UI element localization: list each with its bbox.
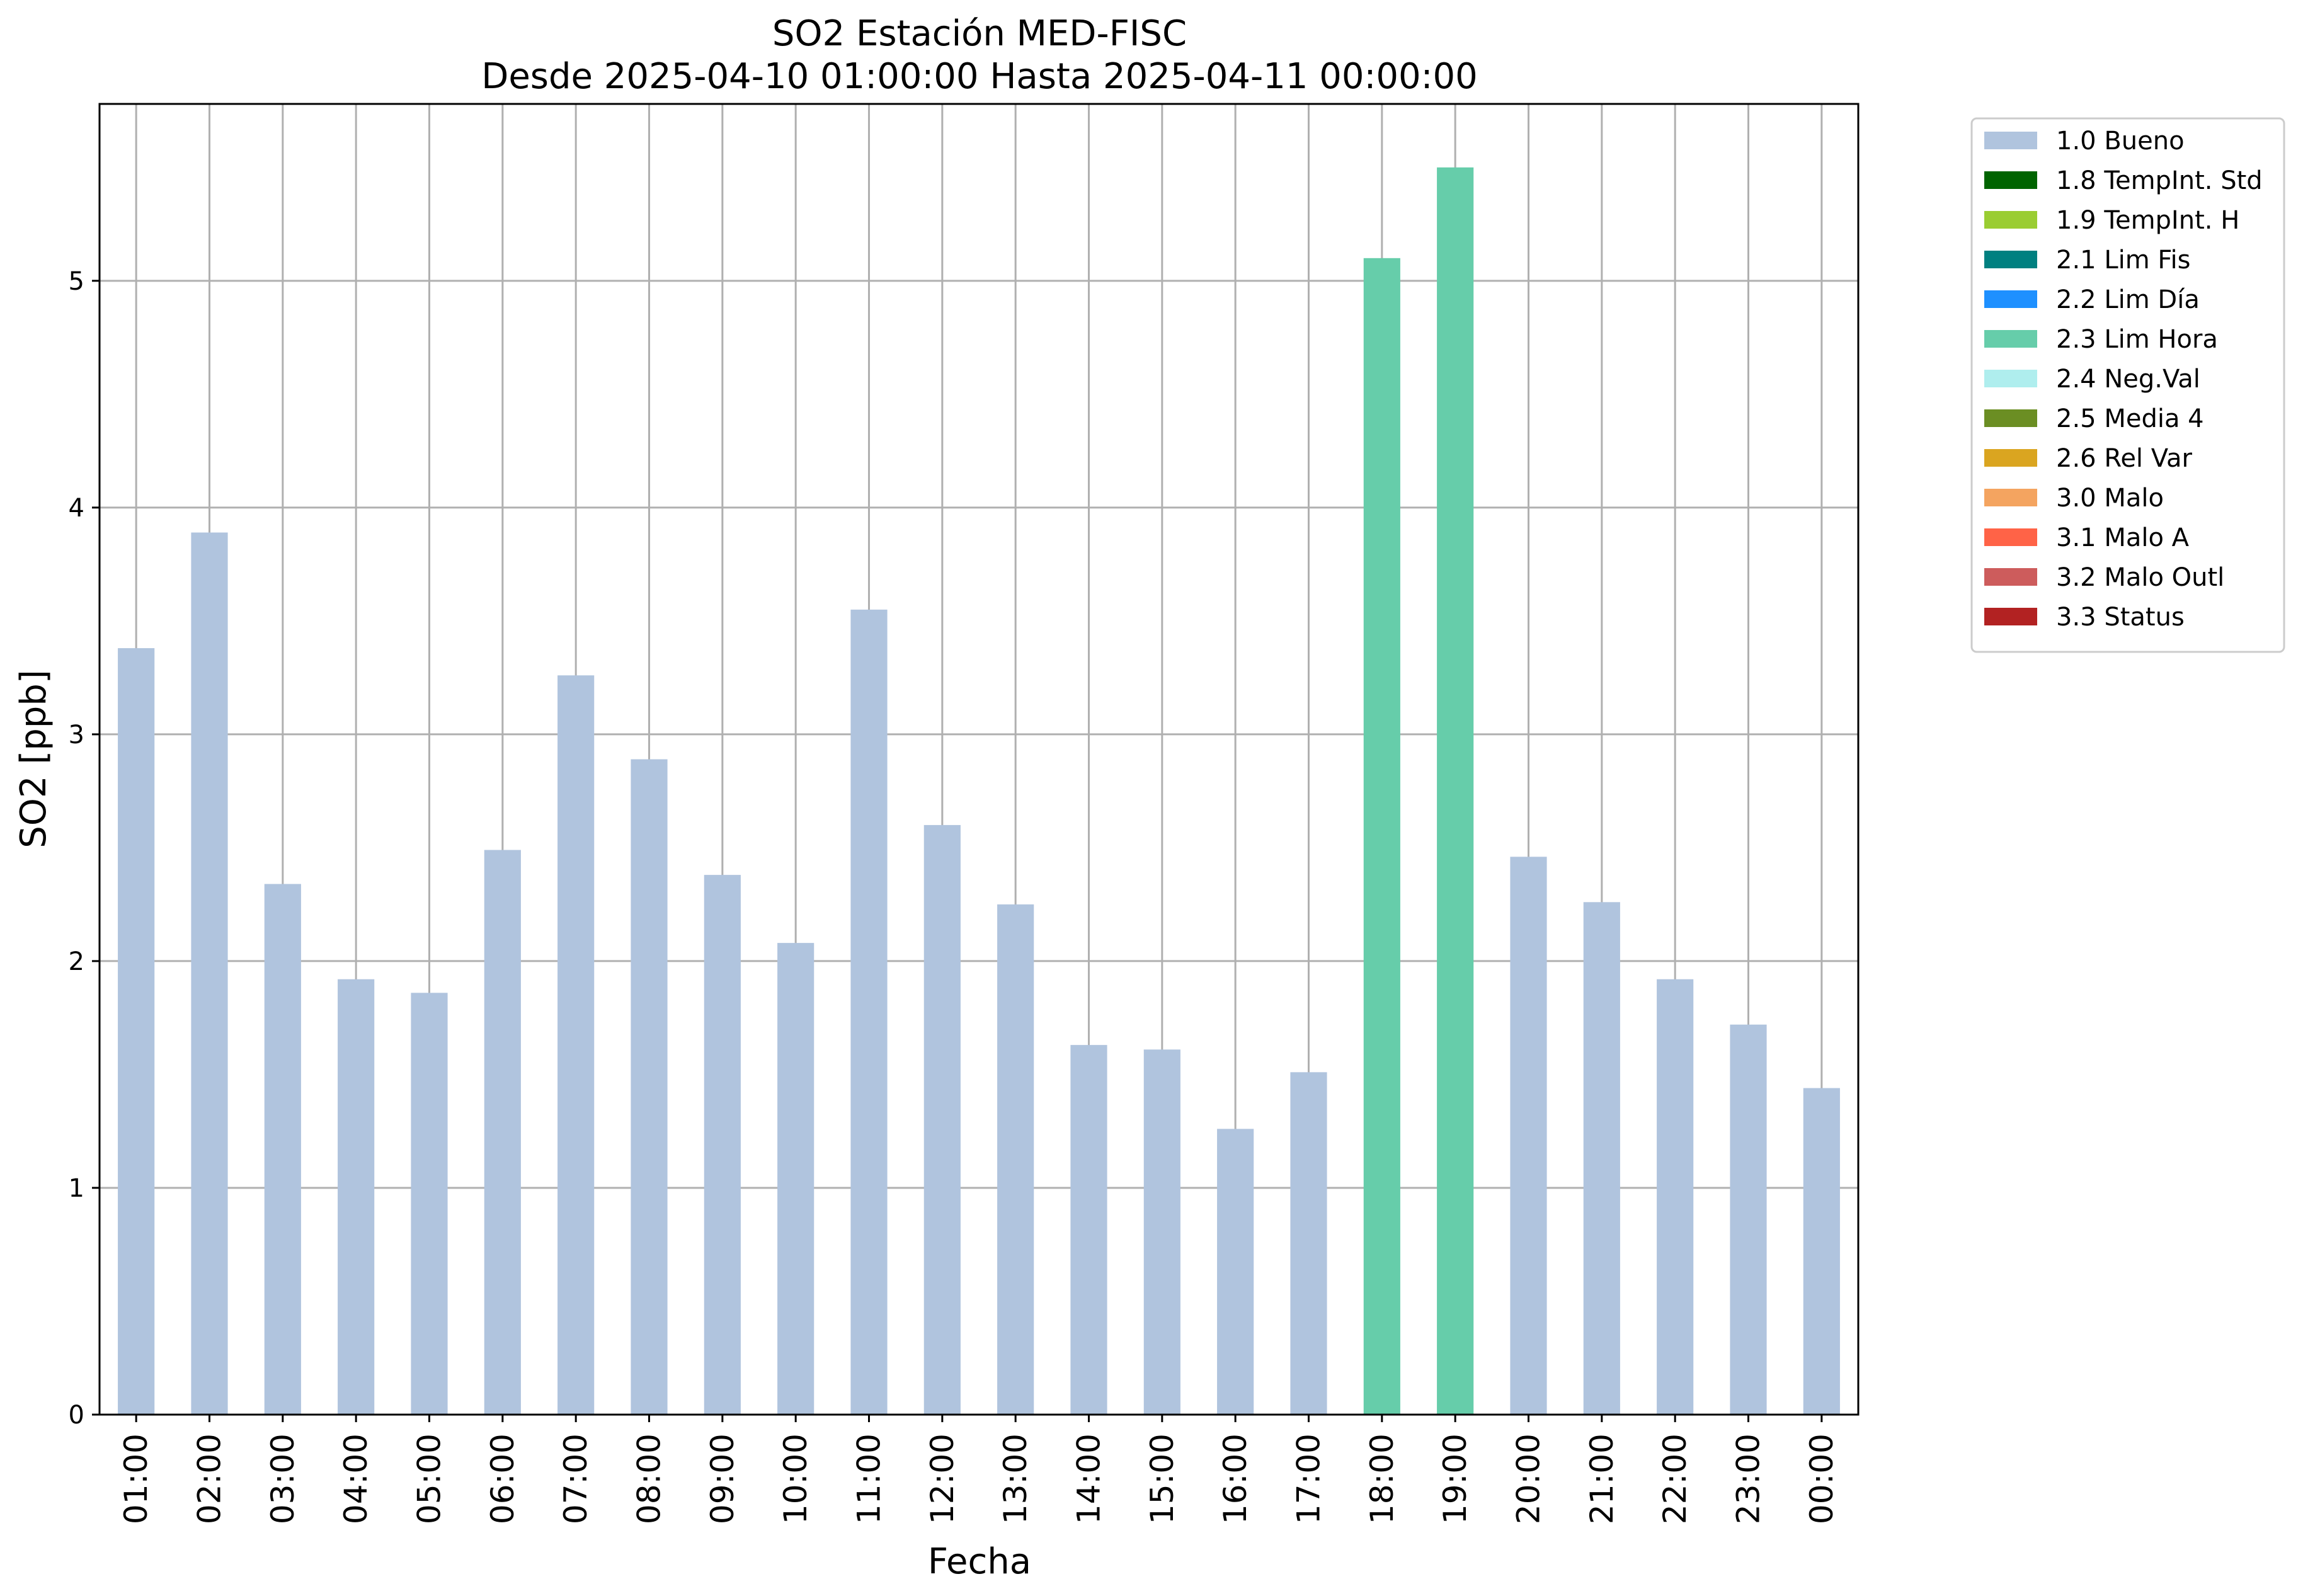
x-tick-label: 23:00: [1730, 1434, 1767, 1524]
legend-swatch: [1984, 449, 2037, 467]
bar: [191, 532, 228, 1415]
x-tick-label: 07:00: [557, 1434, 594, 1524]
bar: [264, 884, 301, 1415]
bar: [1070, 1045, 1107, 1415]
legend-label: 2.2 Lim Día: [2056, 285, 2200, 314]
bar: [1803, 1088, 1840, 1415]
legend-swatch: [1984, 171, 2037, 189]
legend-swatch: [1984, 211, 2037, 229]
y-tick-label: 5: [69, 267, 84, 296]
legend-swatch: [1984, 608, 2037, 625]
x-tick-label: 11:00: [851, 1434, 888, 1524]
legend-swatch: [1984, 132, 2037, 149]
x-tick-label: 00:00: [1803, 1434, 1840, 1524]
x-tick-label: 12:00: [924, 1434, 961, 1524]
bar: [411, 993, 448, 1415]
bar: [1437, 167, 1474, 1415]
y-tick-label: 1: [69, 1174, 84, 1203]
legend-label: 3.0 Malo: [2056, 484, 2164, 513]
legend-label: 2.4 Neg.Val: [2056, 365, 2200, 394]
y-axis: 0 1 2 3 4 5: [69, 267, 100, 1430]
bar: [557, 675, 595, 1415]
bar: [1363, 258, 1400, 1415]
bar: [704, 875, 741, 1415]
bar: [1143, 1049, 1180, 1415]
legend-frame: [1970, 117, 2285, 653]
bar: [1510, 857, 1547, 1415]
bar: [1583, 902, 1620, 1415]
legend-swatch: [1984, 251, 2037, 268]
legend-label: 2.5 Media 4: [2056, 404, 2204, 433]
chart-subtitle: Desde 2025-04-10 01:00:00 Hasta 2025-04-…: [481, 56, 1478, 97]
legend-swatch: [1984, 290, 2037, 308]
chart-title: SO2 Estación MED-FISC: [772, 13, 1187, 54]
bar: [1217, 1129, 1254, 1415]
legend-swatch: [1984, 489, 2037, 506]
bar: [1730, 1024, 1767, 1415]
legend-label: 1.0 Bueno: [2056, 127, 2185, 156]
x-tick-label: 10:00: [777, 1434, 814, 1524]
legend-label: 3.2 Malo Outl: [2056, 563, 2224, 592]
legend-swatch: [1984, 370, 2037, 387]
legend-swatch: [1984, 528, 2037, 546]
legend-swatch: [1984, 330, 2037, 348]
legend-label: 2.1 Lim Fis: [2056, 246, 2190, 275]
bar: [997, 904, 1034, 1415]
bar: [631, 759, 668, 1415]
legend-swatch: [1984, 568, 2037, 586]
legend-label: 2.6 Rel Var: [2056, 444, 2193, 473]
bar: [338, 979, 375, 1415]
bar: [118, 648, 155, 1415]
y-tick-label: 2: [69, 947, 84, 976]
legend-label: 3.1 Malo A: [2056, 523, 2190, 552]
bar: [923, 824, 961, 1415]
x-tick-label: 13:00: [997, 1434, 1034, 1524]
x-tick-label: 05:00: [411, 1434, 448, 1524]
legend-label: 2.3 Lim Hora: [2056, 325, 2218, 354]
x-tick-label: 14:00: [1071, 1434, 1107, 1524]
plot-frame: [98, 103, 1860, 1416]
legend-label: 1.8 TempInt. Std: [2056, 166, 2263, 195]
bar: [1657, 979, 1694, 1415]
x-tick-label: 01:00: [118, 1434, 154, 1524]
bar: [777, 943, 814, 1415]
bars: [118, 167, 1840, 1415]
x-tick-label: 17:00: [1291, 1434, 1327, 1524]
legend-swatch: [1984, 409, 2037, 427]
y-tick-label: 4: [69, 494, 84, 523]
bar: [850, 609, 888, 1415]
x-tick-label: 15:00: [1144, 1434, 1180, 1524]
x-tick-label: 08:00: [631, 1434, 668, 1524]
y-tick-label: 3: [69, 721, 84, 750]
x-tick-label: 09:00: [704, 1434, 741, 1524]
x-axis-label: Fecha: [928, 1541, 1031, 1582]
y-tick-label: 0: [69, 1401, 84, 1430]
bar: [484, 850, 521, 1415]
x-tick-label: 03:00: [265, 1434, 301, 1524]
x-tick-label: 19:00: [1437, 1434, 1473, 1524]
x-tick-label: 21:00: [1584, 1434, 1620, 1524]
x-tick-label: 22:00: [1657, 1434, 1693, 1524]
x-axis: 01:00 02:00 03:00 04:00 05:00 06:00 07:00 08:00…: [118, 1415, 1840, 1524]
legend: 1.0 Bueno 1.8 TempInt. Std 1.9 TempInt. H 2…: [1970, 117, 2285, 653]
x-tick-label: 20:00: [1511, 1434, 1547, 1524]
x-tick-label: 04:00: [338, 1434, 374, 1524]
bar: [1290, 1072, 1327, 1415]
x-tick-label: 06:00: [484, 1434, 521, 1524]
x-tick-label: 02:00: [191, 1434, 228, 1524]
legend-label: 1.9 TempInt. H: [2056, 206, 2239, 235]
x-tick-label: 16:00: [1217, 1434, 1254, 1524]
x-tick-label: 18:00: [1364, 1434, 1400, 1524]
legend-label: 3.3 Status: [2056, 603, 2185, 632]
y-axis-label: SO2 [ppb]: [13, 670, 54, 848]
